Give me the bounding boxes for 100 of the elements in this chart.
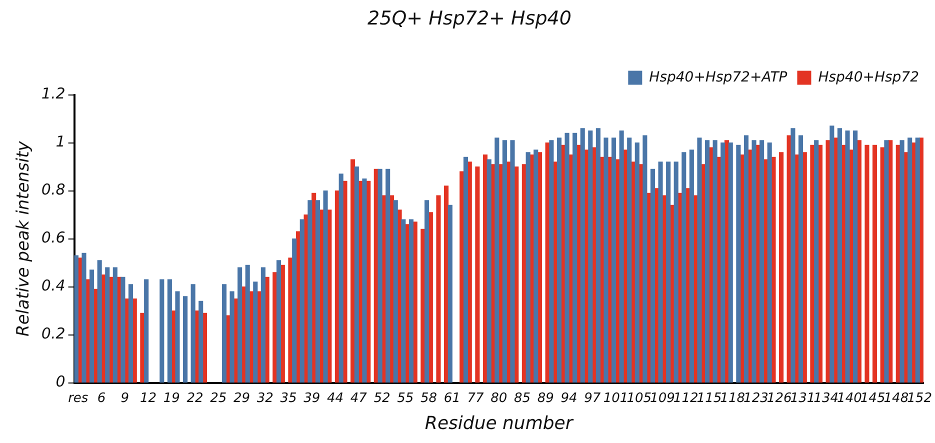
x-tick-label: 6: [97, 390, 106, 406]
bar: [845, 130, 850, 383]
x-tick-label: 109: [650, 390, 675, 406]
bar: [760, 140, 764, 383]
bar: [276, 260, 282, 383]
legend-label: Hsp40+Hsp72+ATP: [649, 69, 788, 86]
bar: [198, 300, 204, 383]
bar: [627, 138, 632, 383]
x-tick-label: 77: [467, 390, 484, 406]
x-tick-label: 97: [584, 390, 602, 406]
bar: [90, 270, 94, 383]
bar: [604, 138, 608, 383]
bar: [767, 142, 772, 383]
bar: [915, 138, 920, 383]
bar: [362, 178, 367, 383]
bar: [475, 166, 480, 383]
bar: [167, 279, 172, 383]
x-tick-label: 145: [860, 390, 886, 406]
bar: [105, 267, 110, 383]
bar: [494, 138, 500, 383]
x-tick-label: 9: [120, 390, 130, 406]
x-tick-label: 39: [304, 390, 320, 406]
x-tick-label: 123: [744, 390, 768, 406]
x-tick-label: 94: [560, 390, 578, 406]
bar: [682, 152, 686, 383]
bar: [300, 219, 304, 383]
bar: [253, 282, 258, 383]
bar: [260, 267, 266, 383]
bar: [378, 168, 382, 383]
bar: [720, 142, 726, 383]
y-tick-label: 1.2: [41, 84, 66, 103]
bar: [463, 156, 468, 383]
x-tick-label: 131: [790, 390, 816, 406]
x-tick-label: 80: [490, 390, 508, 406]
bar: [658, 162, 663, 383]
bar: [128, 284, 134, 383]
bar: [619, 130, 624, 383]
chart-title: 25Q+ Hsp72+ Hsp40: [368, 7, 572, 30]
x-tick-label: 118: [720, 390, 745, 406]
bar: [386, 168, 390, 383]
bar: [97, 260, 102, 383]
bar: [448, 204, 452, 383]
bar: [510, 140, 515, 383]
bar: [666, 162, 671, 383]
bar: [744, 135, 748, 383]
bar: [853, 130, 858, 383]
bar: [120, 276, 126, 383]
y-tick-label: 0.8: [41, 180, 66, 199]
bar: [790, 128, 796, 383]
bar: [112, 267, 118, 383]
bar: [884, 140, 889, 383]
bar: [752, 140, 756, 383]
bar: [650, 168, 656, 383]
x-tick-label: 35: [280, 390, 297, 406]
x-tick-label: 61: [444, 390, 460, 406]
x-tick-label: 134: [814, 390, 838, 406]
bar: [436, 195, 441, 383]
x-tick-label: 115: [696, 390, 722, 406]
x-tick-label: 29: [233, 390, 250, 406]
x-tick-label: 126: [766, 390, 792, 406]
bar: [588, 130, 593, 383]
bar: [712, 140, 718, 383]
y-tick-label: 0.6: [41, 228, 66, 247]
y-tick-label: 0.4: [41, 276, 66, 295]
bar: [323, 190, 328, 383]
bar: [82, 252, 86, 383]
bar: [534, 150, 538, 383]
bar: [736, 144, 741, 383]
legend-label: Hsp40+Hsp72: [818, 69, 920, 86]
bar: [338, 174, 344, 383]
bar: [74, 255, 78, 383]
x-axis-title: Residue number: [424, 412, 574, 434]
x-tick-label: 152: [907, 390, 932, 406]
bar: [238, 267, 242, 383]
x-tick-label: 58: [420, 390, 438, 406]
bar: [315, 200, 320, 383]
x-tick-label: 12: [140, 390, 157, 406]
bar: [634, 142, 640, 383]
bar: [308, 200, 312, 383]
bar: [908, 138, 912, 383]
bar: [564, 132, 570, 383]
bar: [526, 152, 530, 383]
bar: [596, 128, 600, 383]
bar: [354, 166, 359, 383]
bar: [872, 144, 878, 383]
bar: [292, 238, 297, 383]
bar: [798, 135, 804, 383]
bar: [704, 140, 710, 383]
bar: [144, 279, 149, 383]
bar: [580, 128, 585, 383]
x-tick-label: 52: [374, 390, 390, 406]
bar: [160, 279, 164, 383]
x-tick-label: 32: [256, 390, 274, 406]
x-tick-label: 148: [884, 390, 909, 406]
bar: [864, 144, 870, 383]
x-tick-label: 44: [326, 390, 344, 406]
bar: [830, 126, 834, 383]
bar: [611, 138, 616, 383]
bar: [837, 128, 842, 383]
x-tick-label: 89: [537, 390, 554, 406]
